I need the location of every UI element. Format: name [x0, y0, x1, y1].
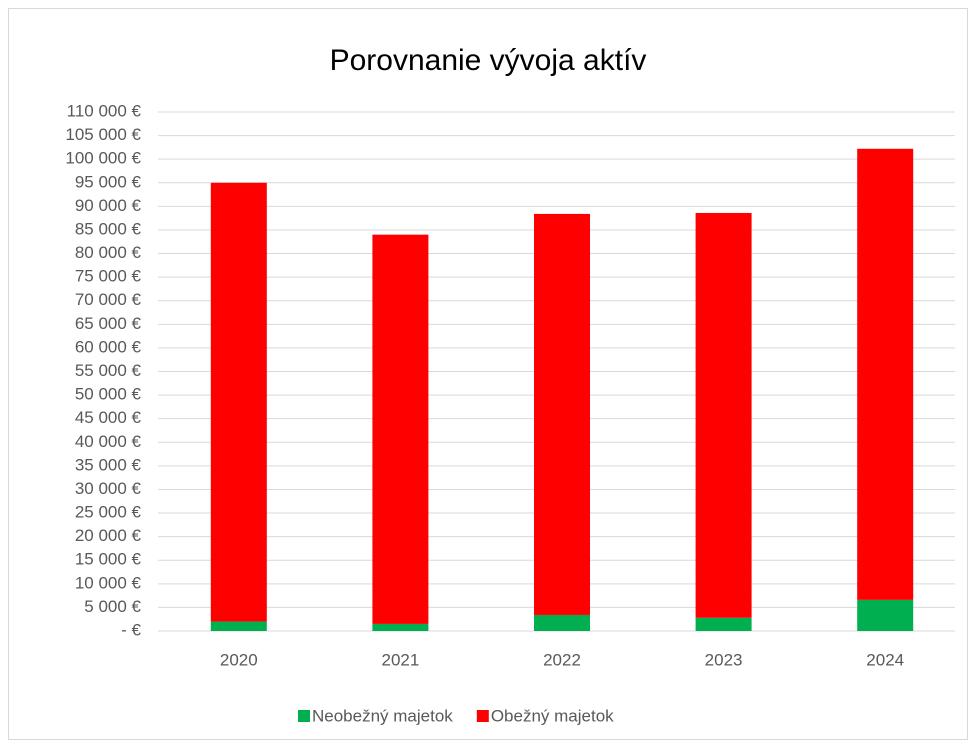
bar-segment	[372, 234, 429, 624]
y-tick-label: 35 000 €	[75, 455, 142, 474]
y-tick-label: 20 000 €	[75, 526, 142, 545]
y-tick-label: 30 000 €	[75, 479, 142, 498]
bar-segment	[534, 213, 590, 615]
y-tick-label: 45 000 €	[75, 408, 142, 427]
bar-segment	[857, 148, 914, 600]
bar-segment	[210, 621, 267, 631]
x-tick-label: 2022	[543, 650, 581, 669]
y-tick-label: 110 000 €	[67, 101, 142, 120]
bar-segment	[695, 212, 752, 618]
x-tick-label: 2020	[220, 650, 258, 669]
y-tick-label: 95 000 €	[75, 172, 142, 191]
y-tick-label: 90 000 €	[75, 196, 142, 215]
bar-segment	[372, 623, 429, 631]
x-tick-label: 2021	[381, 650, 419, 669]
chart-frame	[8, 8, 968, 740]
y-tick-label: 55 000 €	[75, 361, 142, 380]
y-tick-label: - €	[121, 620, 141, 639]
y-tick-label: 75 000 €	[75, 267, 142, 286]
bar-segment	[210, 182, 267, 622]
legend-swatch	[476, 710, 489, 722]
bar-segment	[857, 599, 914, 631]
bar-segment	[534, 614, 590, 631]
bar-segment	[695, 617, 752, 631]
y-tick-label: 15 000 €	[75, 550, 142, 569]
y-tick-label: 10 000 €	[75, 573, 142, 592]
legend-swatch	[298, 710, 310, 722]
legend-label: Obežný majetok	[491, 706, 614, 725]
y-tick-label: 25 000 €	[75, 503, 142, 522]
chart-title: Porovnanie vývoja aktív	[330, 44, 647, 77]
legend-label: Neobežný majetok	[312, 706, 453, 725]
x-tick-label: 2023	[705, 650, 743, 669]
y-tick-label: 50 000 €	[75, 385, 142, 404]
y-tick-label: 85 000 €	[75, 219, 142, 238]
y-tick-label: 105 000 €	[65, 125, 141, 144]
y-tick-label: 70 000 €	[75, 290, 142, 309]
y-tick-label: 60 000 €	[75, 337, 142, 356]
y-tick-label: 100 000 €	[65, 149, 141, 168]
y-tick-label: 5 000 €	[84, 597, 141, 616]
y-tick-label: 80 000 €	[75, 243, 142, 262]
y-tick-label: 40 000 €	[75, 432, 142, 451]
y-tick-label: 65 000 €	[75, 314, 142, 333]
x-tick-label: 2024	[866, 650, 904, 669]
